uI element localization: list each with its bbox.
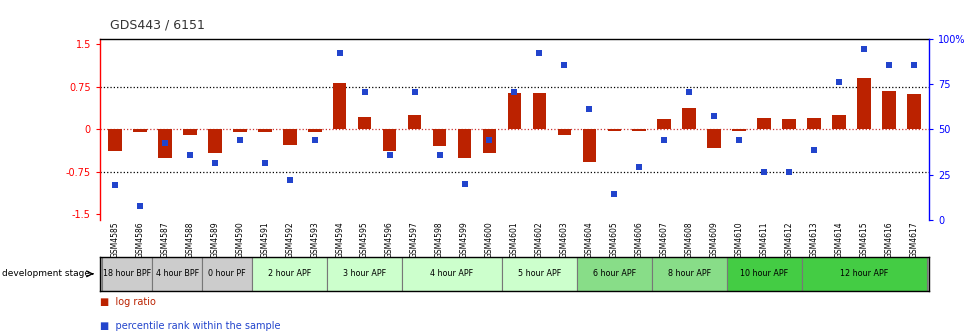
Bar: [103, 257, 153, 291]
Bar: [108, 129, 121, 151]
Bar: [357, 117, 371, 129]
Bar: [133, 129, 147, 132]
Point: [332, 50, 347, 55]
Bar: [682, 108, 695, 129]
Bar: [307, 129, 321, 132]
Point: [406, 89, 422, 95]
Text: 5 hour APF: 5 hour APF: [517, 269, 560, 278]
Point: [282, 178, 297, 183]
Bar: [482, 129, 496, 153]
Bar: [207, 129, 221, 153]
Bar: [726, 257, 801, 291]
Point: [107, 183, 122, 188]
Bar: [457, 129, 470, 158]
Text: GDS443 / 6151: GDS443 / 6151: [110, 19, 204, 32]
Text: ■  percentile rank within the sample: ■ percentile rank within the sample: [100, 321, 280, 331]
Bar: [283, 129, 296, 145]
Bar: [507, 92, 521, 129]
Point: [681, 89, 696, 95]
Bar: [327, 257, 402, 291]
Bar: [557, 129, 571, 135]
Bar: [432, 129, 446, 146]
Bar: [582, 129, 596, 162]
Text: 6 hour APF: 6 hour APF: [593, 269, 636, 278]
Point: [906, 62, 921, 68]
Text: 12 hour APF: 12 hour APF: [839, 269, 887, 278]
Point: [656, 137, 672, 142]
Bar: [831, 115, 845, 129]
Bar: [382, 129, 396, 151]
Point: [856, 47, 871, 52]
Text: 0 hour PF: 0 hour PF: [208, 269, 245, 278]
Point: [232, 137, 247, 142]
Text: 10 hour APF: 10 hour APF: [739, 269, 787, 278]
Bar: [233, 129, 246, 132]
Bar: [252, 257, 327, 291]
Point: [306, 137, 322, 142]
Point: [431, 152, 447, 158]
Text: 18 hour BPF: 18 hour BPF: [103, 269, 152, 278]
Bar: [732, 129, 745, 131]
Point: [456, 181, 471, 186]
Point: [356, 89, 372, 95]
Point: [156, 140, 172, 146]
Point: [256, 161, 272, 166]
Bar: [651, 257, 726, 291]
Bar: [576, 257, 651, 291]
Point: [581, 106, 597, 112]
Bar: [632, 129, 645, 131]
Text: 8 hour APF: 8 hour APF: [667, 269, 710, 278]
Bar: [157, 129, 171, 158]
Bar: [607, 129, 621, 131]
Point: [556, 62, 572, 68]
Point: [481, 137, 497, 142]
Bar: [781, 119, 795, 129]
Point: [381, 152, 397, 158]
Bar: [757, 118, 771, 129]
Point: [506, 89, 521, 95]
Bar: [907, 94, 920, 129]
Bar: [333, 83, 346, 129]
Bar: [707, 129, 721, 148]
Bar: [202, 257, 252, 291]
Point: [731, 137, 746, 142]
Point: [606, 191, 622, 197]
Bar: [183, 129, 197, 135]
Text: 3 hour APF: 3 hour APF: [342, 269, 385, 278]
Bar: [657, 119, 671, 129]
Point: [806, 147, 822, 153]
Point: [182, 152, 198, 158]
Bar: [502, 257, 576, 291]
Text: 2 hour APF: 2 hour APF: [268, 269, 311, 278]
Bar: [801, 257, 925, 291]
Bar: [153, 257, 202, 291]
Point: [631, 164, 646, 169]
Bar: [807, 118, 821, 129]
Point: [531, 50, 547, 55]
Text: ■  log ratio: ■ log ratio: [100, 297, 156, 307]
Bar: [402, 257, 502, 291]
Point: [880, 62, 896, 68]
Point: [206, 161, 222, 166]
Text: 4 hour BPF: 4 hour BPF: [156, 269, 199, 278]
Point: [780, 169, 796, 175]
Bar: [532, 92, 546, 129]
Bar: [857, 78, 870, 129]
Bar: [257, 129, 271, 132]
Point: [830, 79, 846, 84]
Bar: [407, 115, 421, 129]
Point: [132, 203, 148, 209]
Text: development stage: development stage: [2, 269, 90, 278]
Point: [706, 113, 722, 119]
Point: [756, 169, 772, 175]
Text: 4 hour APF: 4 hour APF: [430, 269, 473, 278]
Bar: [881, 91, 895, 129]
